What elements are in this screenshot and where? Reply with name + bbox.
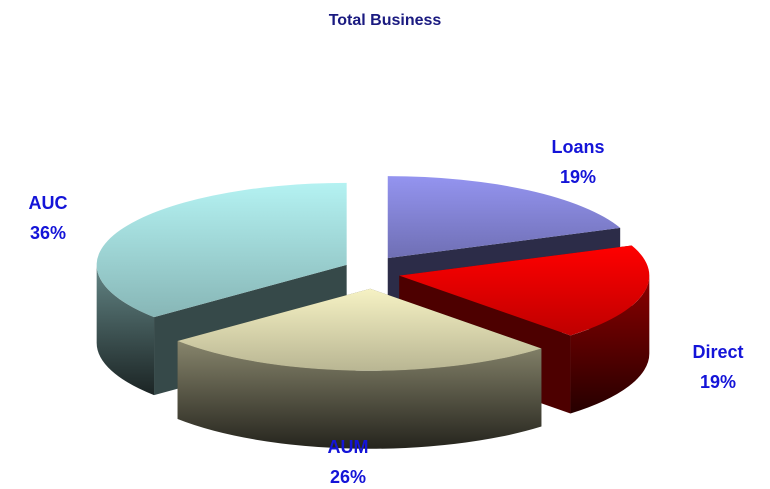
slice-value-label: 26%	[330, 467, 366, 487]
slice-side	[177, 341, 542, 449]
slice-label: AUC	[29, 193, 68, 213]
chart-title: Total Business	[329, 12, 442, 29]
pie-slice	[399, 245, 650, 336]
slice-label: AUM	[328, 437, 369, 457]
pie-slice	[177, 288, 542, 371]
slice-value-label: 19%	[700, 372, 736, 392]
slice-label: Loans	[551, 137, 604, 157]
slice-side	[96, 264, 155, 396]
pie-slice	[96, 182, 347, 318]
slice-value-label: 19%	[560, 167, 596, 187]
pie-slice	[387, 176, 621, 259]
slice-value-label: 36%	[30, 223, 66, 243]
pie-slice-group	[177, 288, 542, 449]
slice-side	[570, 275, 650, 414]
slice-label: Direct	[692, 342, 743, 362]
